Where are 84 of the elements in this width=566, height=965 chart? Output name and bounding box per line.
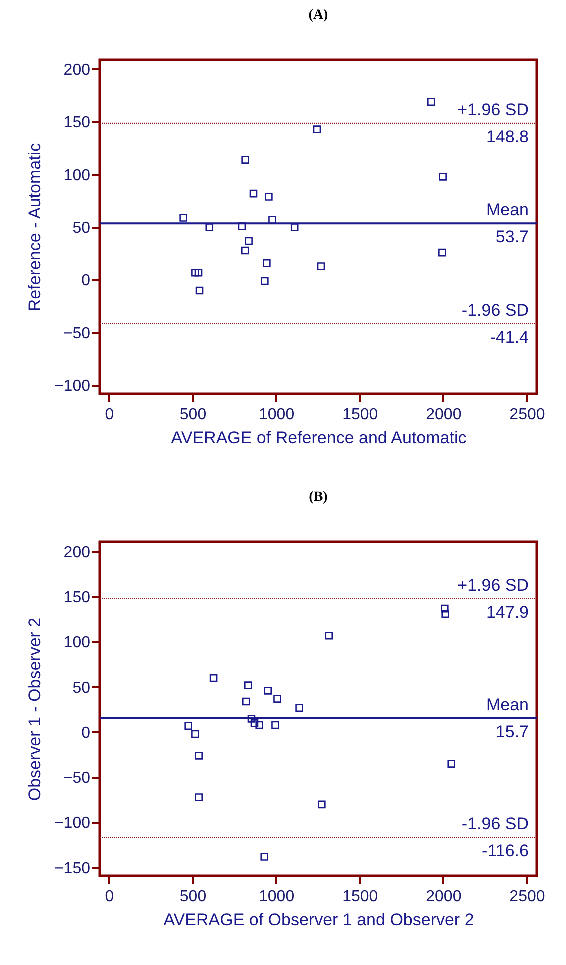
- x-tick-label: 2000: [426, 888, 462, 906]
- x-tick-label: 2500: [510, 406, 546, 424]
- point: [192, 730, 200, 738]
- point: [194, 268, 203, 277]
- point: [206, 224, 214, 232]
- y-tick-label: 50: [72, 680, 91, 697]
- ref-line-label: +1.96 SD: [458, 100, 529, 120]
- point: [248, 715, 256, 723]
- y-tick-label: 50: [72, 220, 91, 238]
- point: [296, 704, 304, 712]
- y-tick-label: 100: [64, 167, 91, 184]
- x-tick-label: 1500: [342, 406, 378, 424]
- y-tick-label: 150: [64, 114, 91, 132]
- point: [250, 190, 258, 198]
- point: [196, 286, 204, 295]
- point: [184, 722, 192, 730]
- ref-line-label: +1.96 SD: [458, 576, 529, 595]
- y-tick-label: −150: [54, 860, 91, 878]
- point: [264, 687, 272, 695]
- point: [265, 193, 273, 201]
- x-tick-label: 500: [180, 888, 207, 906]
- point: [261, 277, 269, 286]
- y-tick-label: −50: [63, 770, 91, 788]
- ref-line-label: Mean: [486, 200, 529, 220]
- point: [442, 610, 450, 618]
- chart-title: (B): [309, 490, 328, 505]
- y-tick-label: 0: [82, 724, 91, 742]
- point: [242, 698, 250, 706]
- y-tick-label: 200: [64, 544, 91, 562]
- point: [318, 800, 326, 809]
- point: [242, 156, 250, 164]
- y-tick-label: −100: [54, 378, 91, 396]
- point: [441, 604, 449, 613]
- ref-line-label: -1.96 SD: [462, 814, 529, 834]
- ref-line-label: -1.96 SD: [462, 300, 529, 320]
- annotation: 15.7: [496, 722, 529, 742]
- point: [192, 268, 200, 277]
- point: [290, 224, 299, 232]
- x-tick-label: 500: [180, 406, 207, 424]
- x-tick-label: 2000: [426, 406, 462, 424]
- ref-line-label: Mean: [486, 695, 529, 714]
- point: [245, 237, 253, 246]
- x-tick-label: 0: [105, 406, 114, 424]
- point: [250, 720, 259, 728]
- point: [256, 721, 264, 730]
- x-tick-label: 2500: [510, 888, 546, 906]
- y-tick-label: 100: [64, 634, 91, 652]
- point: [263, 259, 271, 268]
- annotation: -116.6: [482, 842, 529, 861]
- x-tick-label: 1000: [259, 406, 295, 424]
- point: [260, 853, 268, 861]
- point: [180, 214, 188, 222]
- point: [195, 794, 203, 802]
- y-axis-title: Reference - Automatic: [25, 142, 44, 312]
- y-tick-label: 200: [64, 62, 91, 79]
- point: [313, 126, 322, 134]
- annotation: -41.4: [490, 328, 529, 347]
- point: [438, 248, 446, 257]
- x-tick-label: 1000: [259, 888, 295, 906]
- point: [210, 674, 218, 682]
- x-axis-title: AVERAGE of Reference and Automatic: [171, 428, 468, 448]
- point: [238, 222, 246, 230]
- x-tick-label: 0: [105, 888, 114, 906]
- point: [244, 682, 252, 690]
- x-tick-label: 1500: [342, 888, 378, 906]
- point: [195, 752, 203, 760]
- annotation: 53.7: [496, 228, 529, 247]
- y-tick-label: 0: [82, 272, 91, 290]
- point: [427, 98, 436, 106]
- point: [439, 173, 447, 181]
- x-axis-title: AVERAGE of Observer 1 and Observer 2: [164, 910, 474, 930]
- annotation: 147.9: [486, 602, 529, 622]
- point: [242, 246, 250, 255]
- y-tick-label: −50: [63, 325, 91, 342]
- y-tick-label: 150: [64, 590, 91, 607]
- point: [272, 721, 280, 730]
- point: [317, 262, 326, 270]
- point: [274, 695, 282, 703]
- y-axis-title: Observer 1 - Observer 2: [25, 618, 44, 802]
- point: [325, 632, 334, 640]
- y-tick-label: −100: [54, 815, 91, 832]
- chart-title: (A): [308, 8, 329, 23]
- point: [448, 760, 456, 768]
- annotation: 148.8: [486, 127, 529, 146]
